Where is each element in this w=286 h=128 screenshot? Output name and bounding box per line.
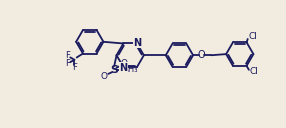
Text: Cl: Cl (250, 67, 259, 76)
Text: N: N (119, 63, 128, 73)
Text: Cl: Cl (249, 33, 257, 41)
Text: S: S (110, 65, 118, 75)
Text: O: O (121, 59, 128, 68)
Text: CH₃: CH₃ (122, 65, 138, 74)
Text: O: O (101, 72, 108, 81)
Text: F: F (65, 59, 70, 68)
Text: O: O (198, 50, 205, 60)
Text: F: F (65, 51, 70, 60)
Text: F: F (72, 63, 77, 72)
Text: N: N (133, 38, 141, 48)
